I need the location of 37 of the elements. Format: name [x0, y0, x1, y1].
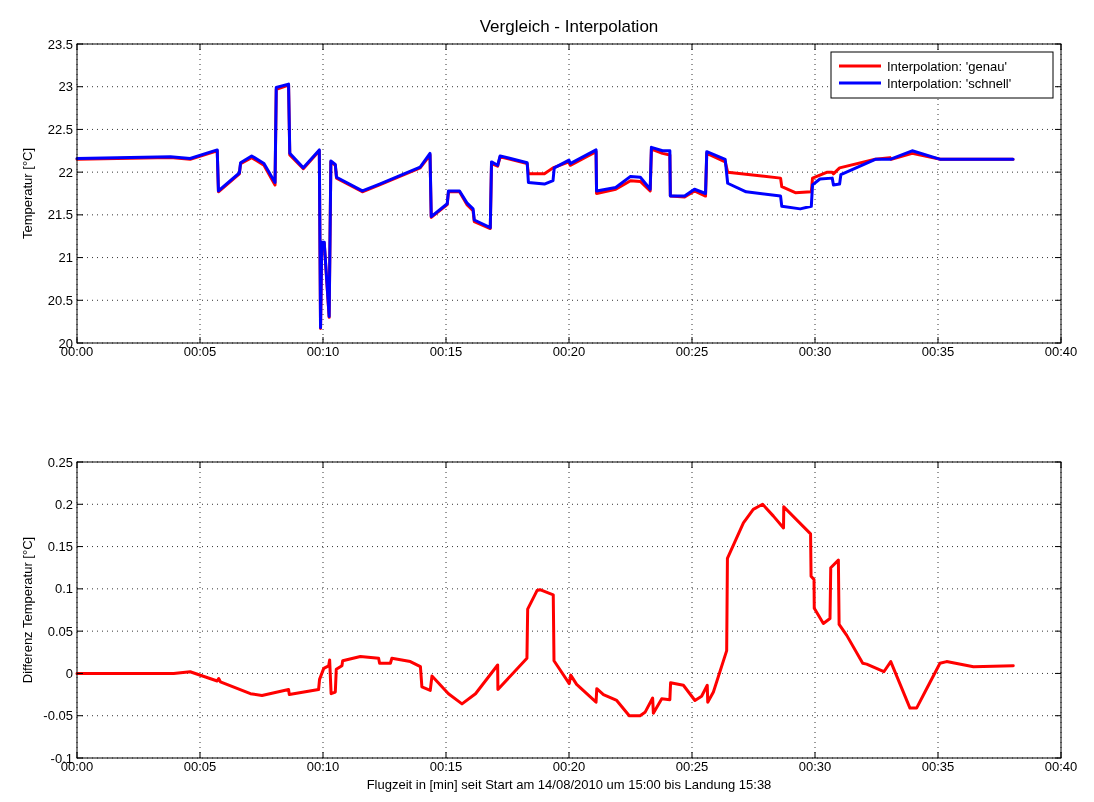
- x-tick-label: 00:35: [921, 759, 955, 774]
- y-tick-label: 0.25: [47, 454, 73, 470]
- y-tick-label: 23.5: [47, 36, 73, 52]
- x-tick-label: 00:20: [552, 759, 586, 774]
- legend-label: Interpolation: 'genau': [887, 58, 1007, 74]
- y-tick-label: 23: [58, 79, 73, 95]
- line-series: [75, 502, 1015, 718]
- x-tick-label: 00:20: [552, 344, 586, 359]
- y-tick-label: 0.1: [54, 581, 73, 597]
- x-tick-label: 00:25: [675, 344, 709, 359]
- x-tick-label: 00:05: [183, 344, 217, 359]
- y-tick-label: 21.5: [47, 207, 73, 223]
- x-tick-label: 00:15: [429, 344, 463, 359]
- x-tick-label: 00:25: [675, 759, 709, 774]
- x-tick-label: 00:30: [798, 759, 832, 774]
- x-tick-label: 00:35: [921, 344, 955, 359]
- y-tick-label: 20.5: [47, 292, 73, 308]
- x-tick-label: 00:40: [1044, 344, 1078, 359]
- x-axis-title: Flugzeit in [min] seit Start am 14/08/2010 um 15:00 bis Landung 15:38: [366, 777, 772, 792]
- y-tick-label: 21: [58, 250, 73, 266]
- y-tick-label: 22.5: [47, 121, 73, 137]
- y-tick-label: -0.05: [43, 708, 73, 724]
- y-tick-label: 0: [65, 665, 73, 681]
- x-tick-label: 00:10: [306, 344, 340, 359]
- chart-title: Vergleich - Interpolation: [479, 17, 659, 36]
- y-tick-label: 0.2: [54, 496, 73, 512]
- y-tick-label: 22: [58, 164, 73, 180]
- x-tick-label: 00:10: [306, 759, 340, 774]
- y-axis-title: Temperatur [°C]: [20, 147, 35, 240]
- x-tick-label: 00:30: [798, 344, 832, 359]
- y-tick-label: 0.05: [47, 623, 73, 639]
- legend-label: Interpolation: 'schnell': [887, 75, 1012, 91]
- y-tick-label: 0.15: [47, 539, 73, 555]
- x-tick-label: 00:15: [429, 759, 463, 774]
- y-axis-title: Differenz Temperatur [°C]: [20, 536, 35, 684]
- x-tick-label: 00:05: [183, 759, 217, 774]
- x-tick-label: 00:40: [1044, 759, 1078, 774]
